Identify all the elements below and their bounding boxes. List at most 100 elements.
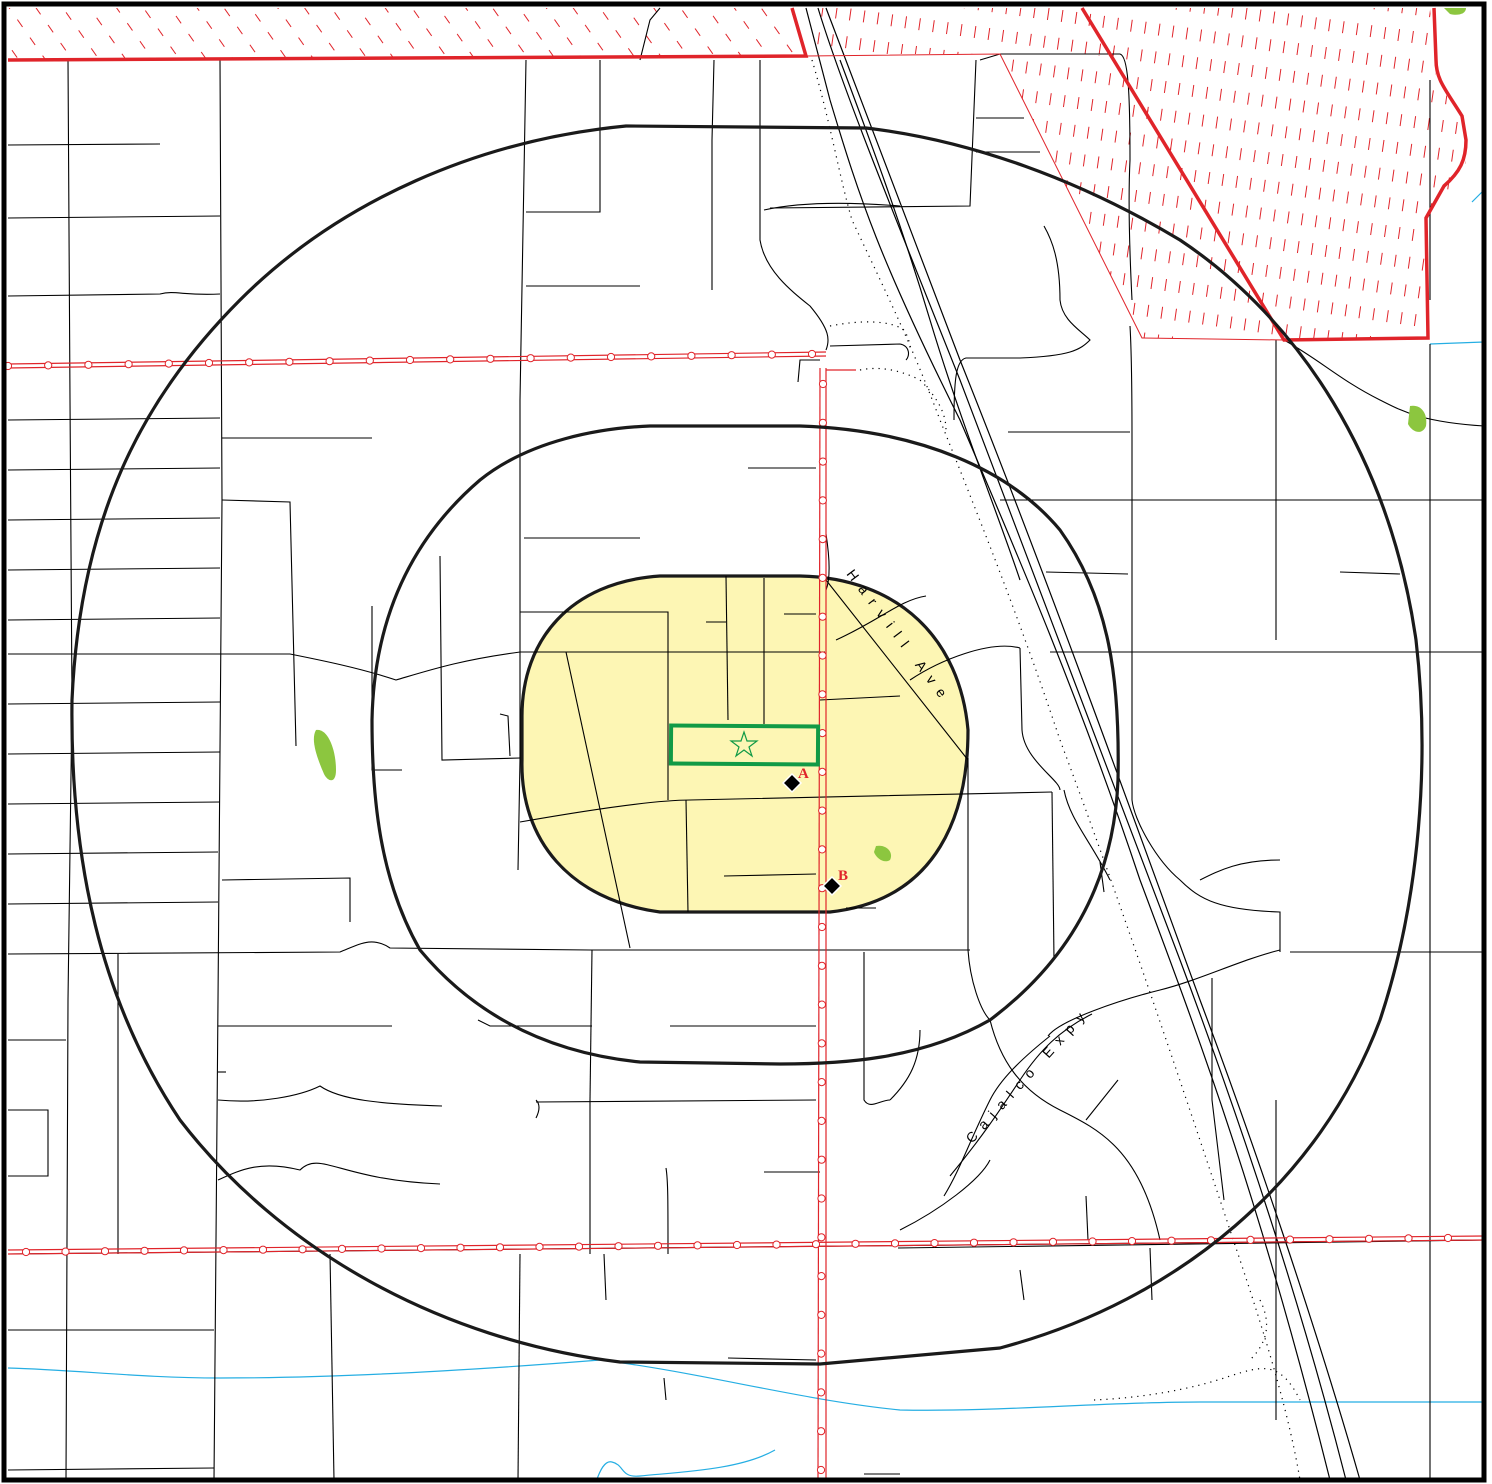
pipeline-vertical [817, 367, 856, 1481]
pipeline-marker [817, 1039, 826, 1048]
pipeline-marker [818, 612, 827, 621]
pipeline-marker [687, 351, 696, 360]
pipeline-marker [818, 690, 827, 699]
pipeline-marker [811, 1240, 821, 1249]
pipeline-marker [124, 360, 133, 369]
parks [313, 8, 1466, 862]
pipeline-marker [817, 1194, 826, 1203]
pipeline-marker [100, 1247, 110, 1256]
park-center [874, 845, 892, 862]
pipeline-marker [817, 1272, 826, 1281]
pipeline-marker [817, 1388, 826, 1397]
pipeline-marker [377, 1244, 386, 1253]
pipeline-marker [365, 356, 374, 365]
pipeline-marker [245, 358, 254, 367]
pipeline-marker [817, 1078, 826, 1087]
pipeline-marker [219, 1246, 228, 1255]
diamond-icon [821, 875, 843, 897]
pipeline-marker [817, 1233, 826, 1242]
pipeline-marker [1364, 1234, 1374, 1243]
pipeline-marker [614, 1242, 623, 1251]
pipeline-marker [818, 535, 827, 544]
restricted-zone-north [8, 8, 1116, 60]
pipeline-marker [930, 1239, 939, 1248]
pipeline-marker [817, 1310, 826, 1320]
pipeline-marker [446, 355, 455, 364]
pipeline-marker [818, 496, 827, 505]
pipeline-marker [204, 358, 214, 368]
pipeline-marker [890, 1239, 900, 1248]
pipeline-marker [818, 651, 827, 660]
pipeline-marker [807, 349, 817, 359]
pipeline-marker [21, 1247, 31, 1257]
pipeline-marker [693, 1241, 702, 1250]
pipeline-marker [647, 352, 656, 361]
pipeline-marker [566, 353, 575, 362]
pipeline-marker [416, 1244, 426, 1253]
park-northeast [1408, 405, 1427, 432]
pipeline-marker [1325, 1235, 1334, 1244]
pipeline-marker [1443, 1233, 1453, 1243]
diamond-icon [781, 772, 803, 794]
pipeline-marker [732, 1240, 742, 1250]
pipeline-marker [1167, 1236, 1176, 1245]
pipeline-marker [1404, 1234, 1413, 1243]
pipeline-marker [969, 1238, 979, 1247]
receptor-b-label: B [838, 868, 848, 884]
pipeline-marker [1127, 1237, 1137, 1246]
pipeline-marker [84, 360, 93, 369]
pipeline-marker [818, 379, 828, 389]
pipeline-marker [325, 357, 334, 366]
pipeline-marker [767, 350, 776, 359]
pipeline-marker [817, 961, 827, 970]
pipeline-marker [179, 1246, 189, 1255]
pipeline-marker [526, 354, 535, 363]
pipeline-marker [818, 806, 827, 815]
pipeline-marker [818, 767, 827, 777]
star-icon [729, 730, 759, 758]
receptor-b[interactable]: B [821, 868, 848, 897]
pipeline-marker [817, 1427, 826, 1436]
pipeline-south [7, 1235, 1485, 1255]
pipeline-marker [164, 359, 173, 368]
pipeline-marker [817, 1349, 826, 1358]
pipeline-marker [258, 1245, 268, 1254]
pipeline-marker [285, 357, 294, 366]
pipeline-marker [405, 355, 415, 365]
pipeline-marker [818, 418, 828, 427]
pipeline-marker [1285, 1235, 1295, 1244]
pipeline-marker [817, 1155, 826, 1164]
pipeline-marker [1048, 1237, 1058, 1247]
pipeline-marker [44, 361, 53, 370]
pipeline-marker [816, 1465, 826, 1475]
pipeline-marker [486, 354, 495, 363]
pipeline-marker [535, 1242, 544, 1252]
outer-buffer-ring [70, 124, 1424, 1366]
pipeline-marker [337, 1244, 347, 1254]
pipeline-marker [817, 922, 827, 932]
restricted-zone-northeast [1000, 8, 1466, 340]
park-west [313, 729, 336, 781]
pipeline-marker [61, 1247, 70, 1256]
pipeline-marker [140, 1246, 149, 1255]
pipeline-marker [1009, 1238, 1018, 1247]
pipeline-marker [653, 1241, 663, 1250]
pipeline-marker [574, 1242, 584, 1251]
pipeline-marker [456, 1243, 465, 1252]
buffer-rings [70, 124, 1424, 1366]
receptor-a-label: A [798, 766, 809, 782]
receptor-a[interactable]: A [781, 766, 809, 794]
pipeline-marker [1246, 1235, 1255, 1245]
railroad-lines [805, 7, 1361, 1481]
inner-buffer-zone [520, 574, 970, 914]
project-site-boundary[interactable] [668, 723, 821, 767]
park-corner [1444, 8, 1466, 15]
pipeline-marker [817, 1116, 826, 1126]
pipeline-marker [606, 352, 616, 362]
pipeline-marker [298, 1245, 307, 1254]
pipeline-marker [772, 1240, 781, 1249]
pipeline-marker [727, 351, 736, 360]
pipeline-markers [3, 349, 1453, 1475]
